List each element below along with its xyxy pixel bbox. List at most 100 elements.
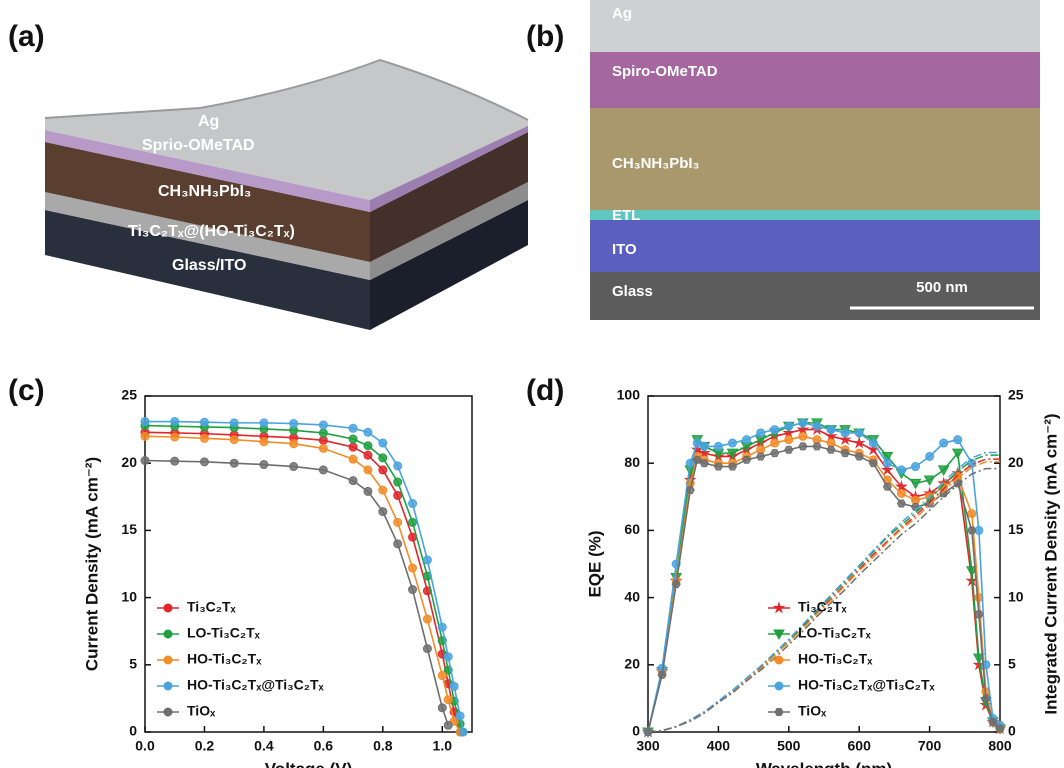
series-line <box>648 451 1000 732</box>
marker <box>170 432 180 442</box>
marker <box>840 428 850 438</box>
marker <box>685 486 695 495</box>
marker <box>378 453 388 463</box>
marker <box>826 425 836 435</box>
y2-tick-label: 20 <box>1008 454 1024 470</box>
marker <box>995 724 1005 733</box>
layer-label: Glass/ITO <box>172 257 246 274</box>
y2-tick-label: 25 <box>1008 387 1024 403</box>
marker <box>348 434 358 444</box>
sem-label: ITO <box>612 241 637 258</box>
marker <box>824 429 838 442</box>
marker <box>422 614 432 624</box>
marker <box>896 488 906 498</box>
marker <box>437 703 447 713</box>
sem-ito <box>590 220 1040 272</box>
y2-tick-label: 5 <box>1008 656 1016 672</box>
series-line <box>145 420 464 732</box>
y2-tick-label: 15 <box>1008 521 1024 537</box>
marker <box>770 449 780 458</box>
x-tick-label: 700 <box>918 738 942 754</box>
marker <box>967 509 977 519</box>
layer-label: CH₃NH₃PbI₃ <box>158 183 251 200</box>
marker <box>393 539 403 549</box>
legend-label: HO-Ti₃C₂Tₓ@Ti₃C₂Tₓ <box>187 677 325 693</box>
marker <box>812 421 822 431</box>
marker <box>854 452 864 461</box>
marker <box>422 555 432 565</box>
marker <box>939 438 949 448</box>
x-tick-label: 0.8 <box>373 738 393 754</box>
etl-side <box>370 182 528 280</box>
y-tick-label: 40 <box>624 588 640 604</box>
marker <box>953 435 963 445</box>
glass-front <box>45 210 370 330</box>
sem-spiro <box>590 52 1040 108</box>
schematic: Ag Sprio-OMeTAD CH₃NH₃PbI₃ Ti₃C₂Tₓ@(HO-T… <box>44 58 529 330</box>
marker <box>882 482 892 491</box>
marker <box>882 458 892 468</box>
legend-marker <box>774 708 784 716</box>
sem-etl <box>590 210 1040 220</box>
x-tick-label: 600 <box>848 738 872 754</box>
marker <box>880 463 894 476</box>
y-tick-label: 5 <box>129 656 137 672</box>
marker <box>363 441 373 451</box>
marker <box>140 456 150 466</box>
marker <box>713 462 723 471</box>
series-line <box>648 461 1000 732</box>
marker <box>770 438 780 448</box>
sem-label: Glass <box>612 283 653 300</box>
marker <box>713 441 723 451</box>
series-line <box>648 458 1000 732</box>
glass-side <box>370 200 528 330</box>
marker <box>170 417 180 427</box>
marker <box>685 458 695 468</box>
marker <box>812 442 822 451</box>
marker <box>318 428 328 438</box>
sem-perovskite <box>590 108 1040 210</box>
sem-label: Ag <box>612 5 632 22</box>
marker <box>170 456 180 466</box>
marker <box>974 610 984 619</box>
marker <box>422 644 432 654</box>
marker <box>671 580 681 589</box>
panel-label: (b) <box>526 20 564 53</box>
marker <box>840 449 850 458</box>
sem-ag <box>590 0 1040 52</box>
marker <box>348 454 358 464</box>
scale-bar-label: 500 nm <box>916 279 968 296</box>
marker <box>199 417 209 427</box>
series-line <box>145 424 464 732</box>
marker <box>443 720 453 730</box>
marker <box>798 418 808 428</box>
marker <box>199 433 209 443</box>
marker <box>925 451 935 461</box>
x-tick-label: 0.0 <box>135 738 155 754</box>
marker <box>378 485 388 495</box>
marker <box>741 455 752 464</box>
sem-image: Ag Spiro-OMeTAD CH₃NH₃PbI₃ ETL ITO Glass… <box>590 0 1040 320</box>
spiro-front <box>45 130 370 212</box>
marker <box>289 462 299 472</box>
marker <box>318 465 328 475</box>
marker <box>699 441 709 451</box>
marker <box>925 499 935 508</box>
legend-label: Ti₃C₂Tₓ <box>187 599 237 615</box>
layer-label: Ti₃C₂Tₓ@(HO-Ti₃C₂Tₓ) <box>128 223 295 240</box>
legend-label: TiOₓ <box>187 703 216 719</box>
y2-tick-label: 10 <box>1008 588 1024 604</box>
legend-marker <box>774 681 784 691</box>
marker <box>895 479 908 493</box>
x-tick-label: 0.2 <box>195 738 215 754</box>
marker <box>796 422 810 436</box>
marker <box>393 490 403 500</box>
marker <box>443 652 453 662</box>
panel-label: (a) <box>8 20 45 53</box>
marker <box>770 425 780 435</box>
marker <box>393 477 403 487</box>
marker <box>408 517 418 527</box>
sem-label: CH₃NH₃PbI₃ <box>612 155 700 172</box>
marker <box>229 435 239 445</box>
